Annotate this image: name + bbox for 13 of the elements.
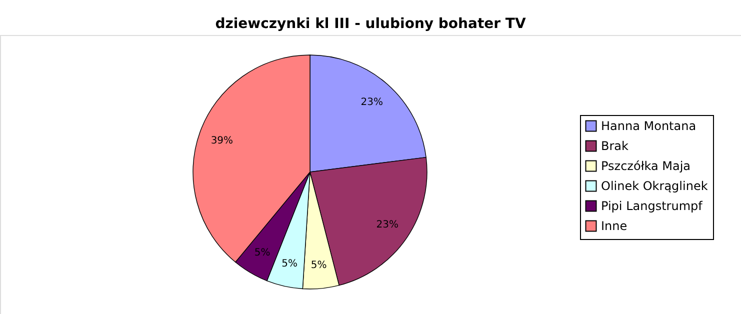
legend-label: Inne — [601, 219, 628, 233]
legend-label: Olinek Okrąglinek — [601, 179, 708, 193]
data-label: 23% — [376, 220, 399, 231]
legend-label: Pszczółka Maja — [601, 159, 691, 173]
data-label: 5% — [310, 260, 327, 272]
legend-label: Hanna Montana — [601, 119, 696, 133]
data-label: 5% — [254, 248, 270, 259]
chart-title: dziewczynki kl III - ulubiony bohater TV — [215, 16, 526, 32]
data-label: 39% — [210, 135, 234, 146]
legend-label: Brak — [601, 139, 629, 153]
data-label: 23% — [360, 96, 384, 108]
legend-label: Pipi Langstrumpf — [601, 199, 704, 213]
data-label: 5% — [282, 258, 298, 270]
